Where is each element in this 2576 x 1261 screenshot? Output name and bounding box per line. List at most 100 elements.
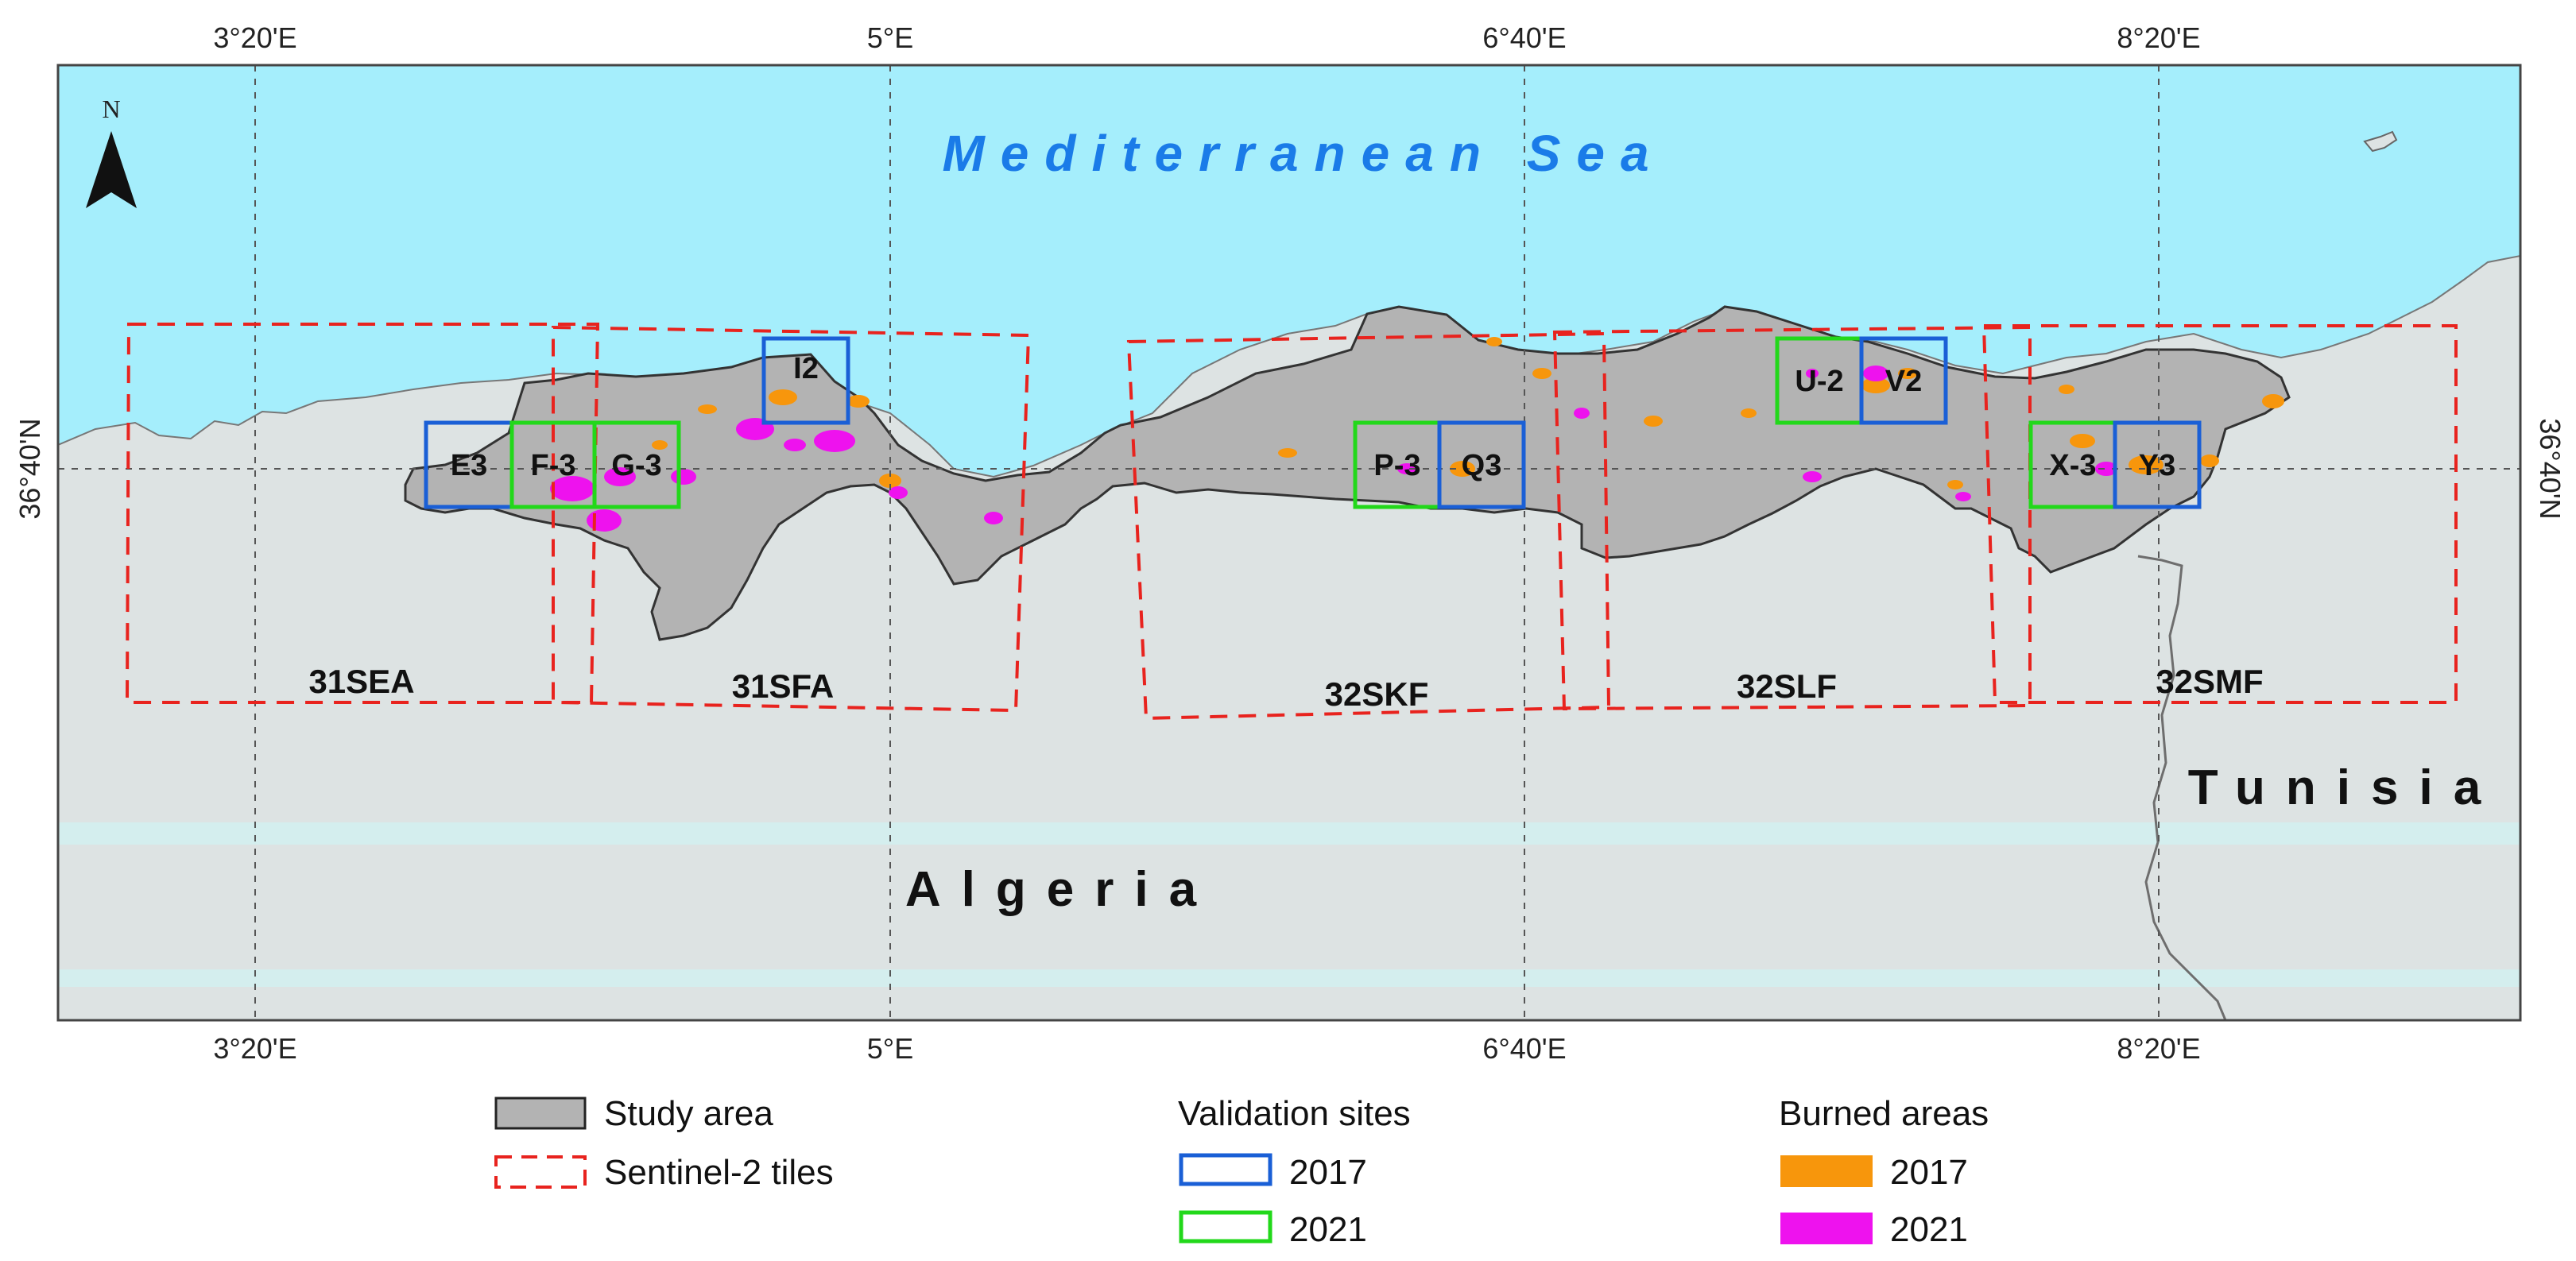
burned-patch	[879, 474, 901, 488]
north-arrow: N	[86, 95, 137, 208]
burned-patch	[1532, 368, 1551, 379]
burned-patch	[652, 440, 668, 450]
burned-patch	[1861, 377, 1890, 393]
legend-study-area: Study area	[604, 1094, 773, 1133]
tile-label-31SFA: 31SFA	[732, 667, 834, 705]
land-band	[58, 969, 2520, 987]
burned-patch	[1486, 337, 1502, 346]
study-area-polygon	[404, 305, 2291, 641]
legend-swatch-site-2021	[1179, 1210, 1273, 1244]
legend-swatch-burned-2017	[1780, 1155, 1873, 1187]
site-box-I2	[761, 336, 850, 425]
top-axis-label: 3°20'E	[213, 21, 296, 54]
bottom-axis-label: 3°20'E	[213, 1032, 296, 1065]
site-label-I2: I2	[793, 352, 819, 385]
country-border	[2137, 555, 2227, 1020]
validation-sites	[424, 336, 2202, 509]
burned-patch	[587, 509, 622, 532]
north-label: N	[102, 95, 120, 123]
burned-patch	[1806, 369, 1819, 378]
bottom-axis-label: 8°20'E	[2117, 1032, 2200, 1065]
left-axis-label: 36°40'N	[14, 418, 46, 519]
tile-32SKF	[1126, 331, 1611, 721]
right-axis-label: 36°40'N	[2534, 418, 2566, 519]
burned-patch	[1863, 366, 1888, 381]
burned-patch	[1278, 448, 1297, 458]
burned-patch	[1574, 408, 1590, 419]
legend-validation-2017: 2017	[1289, 1153, 1367, 1192]
tile-31SEA	[125, 323, 600, 704]
legend-swatch-site-2017	[1179, 1153, 1273, 1186]
site-box-Q3	[1437, 420, 1526, 509]
legend-burned-title: Burned areas	[1779, 1094, 1989, 1133]
burned-patch	[814, 430, 855, 452]
island	[2363, 130, 2398, 153]
legend-burned-2017: 2017	[1890, 1153, 1968, 1192]
burned-patch	[550, 476, 595, 501]
burned-patch	[2262, 394, 2284, 408]
top-axis-label: 8°20'E	[2117, 21, 2200, 54]
sea-label: Mediterranean Sea	[942, 125, 1664, 182]
bottom-axis-label: 5°E	[867, 1032, 913, 1065]
site-label-E3: E3	[451, 449, 487, 482]
bottom-axis-label: 6°40'E	[1482, 1032, 1566, 1065]
burned-patch	[1955, 492, 1971, 501]
map-frame	[56, 64, 2522, 1022]
legend: Study area Sentinel-2 tiles Validation s…	[494, 1094, 1989, 1249]
burned-patch	[847, 395, 870, 408]
burned-patch	[1450, 461, 1475, 477]
legend-validation-title: Validation sites	[1178, 1094, 1411, 1133]
burned-patch	[1947, 480, 1963, 489]
legend-swatch-study-area	[494, 1097, 587, 1130]
tile-32SLF	[1552, 325, 2032, 711]
site-label-G-3: G-3	[611, 449, 661, 482]
graticule	[58, 65, 2520, 1020]
tile-label-32SLF: 32SLF	[1737, 667, 1837, 705]
burned-patch	[984, 512, 1003, 524]
sentinel2-tiles	[125, 323, 2458, 721]
burned-patch	[889, 486, 908, 499]
site-label-Q3: Q3	[1462, 449, 1502, 482]
tile-32SMF	[1981, 324, 2458, 704]
north-arrow-icon	[86, 131, 137, 208]
legend-validation-2021: 2021	[1289, 1210, 1367, 1249]
burned-patch	[2200, 455, 2219, 467]
legend-tiles: Sentinel-2 tiles	[604, 1153, 834, 1192]
burned-patch	[1898, 368, 1917, 379]
legend-burned-2021: 2021	[1890, 1210, 1968, 1249]
burned-patch	[604, 467, 636, 486]
tile-label-32SMF: 32SMF	[2156, 663, 2263, 700]
top-axis-label: 5°E	[867, 21, 913, 54]
tile-label-31SEA: 31SEA	[308, 663, 414, 700]
site-label-V2: V2	[1885, 365, 1922, 398]
burned-patch	[1803, 471, 1822, 482]
tile-label-32SKF: 32SKF	[1325, 675, 1429, 713]
burned-patch	[2059, 385, 2074, 394]
burned-patch	[2095, 462, 2117, 476]
land-band	[58, 822, 2520, 845]
burned-patch	[784, 439, 806, 451]
site-box-Y3	[2113, 420, 2202, 509]
burned-patch	[2070, 434, 2095, 448]
legend-swatch-burned-2021	[1780, 1213, 1873, 1244]
top-axis-label: 6°40'E	[1482, 21, 1566, 54]
legend-swatch-tiles	[494, 1155, 587, 1189]
burned-patch	[1644, 416, 1663, 427]
burned-patch	[1741, 408, 1757, 418]
burned-patch	[671, 469, 696, 485]
tile-31SFA	[552, 325, 1031, 713]
burned-patch	[698, 404, 717, 414]
burned-areas-2017	[652, 337, 2284, 489]
site-box-V2	[1859, 336, 1948, 425]
burned-patch	[769, 389, 797, 405]
burned-patch	[1397, 463, 1416, 474]
site-label-F-3: F-3	[531, 449, 576, 482]
country-label-tunisia: Tunisia	[2188, 760, 2501, 815]
site-box-G-3	[592, 420, 681, 509]
site-label-P-3: P-3	[1373, 449, 1420, 482]
site-label-U-2: U-2	[1795, 365, 1843, 398]
country-label-algeria: Algeria	[905, 862, 1217, 917]
site-label-X-3: X-3	[2049, 449, 2096, 482]
site-label-Y3: Y3	[2139, 449, 2175, 482]
